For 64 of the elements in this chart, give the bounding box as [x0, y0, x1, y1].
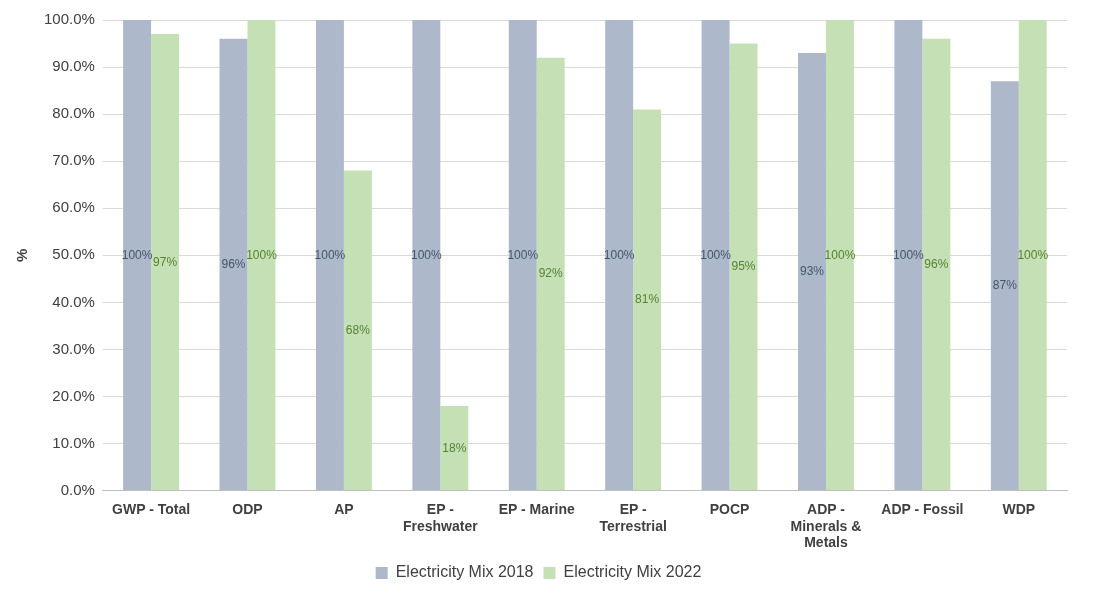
- bar: [701, 20, 730, 491]
- y-tick-label: 90.0%: [52, 57, 95, 75]
- y-tick-label: 20.0%: [52, 386, 95, 404]
- data-label: 87%: [992, 278, 1018, 293]
- data-label: 100%: [507, 247, 539, 262]
- data-label: 96%: [221, 257, 246, 272]
- y-tick-label: 40.0%: [52, 292, 95, 310]
- x-tick-label: EP - Freshwater: [402, 500, 479, 534]
- x-tick-label: WDP: [1002, 500, 1036, 517]
- data-label: 100%: [246, 247, 278, 262]
- bar: [123, 20, 152, 491]
- bar: [412, 20, 441, 491]
- data-label: 100%: [121, 247, 153, 262]
- x-tick-label: GWP - Total: [112, 500, 191, 517]
- data-label: 92%: [538, 266, 564, 281]
- data-label: 81%: [635, 292, 660, 307]
- y-tick-label: 80.0%: [52, 104, 95, 122]
- data-label: 93%: [799, 264, 825, 279]
- bar: [343, 170, 372, 491]
- data-label: 68%: [345, 322, 371, 337]
- bar: [990, 81, 1019, 491]
- data-label: 100%: [314, 247, 346, 262]
- bar: [633, 109, 662, 491]
- x-tick-label: AP: [334, 500, 354, 517]
- y-tick-label: 100.0%: [44, 10, 95, 28]
- x-tick-label: EP - Terrestrial: [599, 500, 667, 534]
- x-tick-label: ADP - Minerals & Metals: [790, 500, 862, 551]
- y-tick-label: 60.0%: [52, 198, 95, 216]
- data-label: 100%: [824, 247, 856, 262]
- bar: [729, 43, 758, 491]
- x-tick-label: POCP: [709, 500, 750, 517]
- bar: [508, 20, 537, 491]
- data-label: 95%: [731, 259, 756, 274]
- bar: [247, 20, 276, 491]
- y-tick-label: 70.0%: [52, 151, 95, 169]
- data-label: 96%: [924, 257, 949, 272]
- bar: [605, 20, 634, 491]
- data-label: 18%: [442, 440, 467, 455]
- bar: [536, 57, 565, 491]
- legend-label: Electricity Mix 2018: [395, 563, 534, 581]
- x-tick-label: ODP: [232, 500, 263, 517]
- data-label: 100%: [603, 247, 635, 262]
- bar: [825, 20, 854, 491]
- bar: [798, 52, 826, 491]
- data-label: 100%: [410, 247, 443, 262]
- y-tick-label: 30.0%: [52, 339, 95, 357]
- bar: [219, 38, 248, 491]
- bar: [1018, 20, 1047, 491]
- x-tick-label: ADP - Fossil: [881, 500, 964, 517]
- y-tick-label: 10.0%: [52, 433, 95, 451]
- bar: [315, 20, 344, 491]
- y-tick-label: 0.0%: [60, 480, 95, 498]
- data-label: 100%: [893, 247, 925, 262]
- bar: [440, 405, 469, 491]
- y-tick-label: 50.0%: [52, 245, 95, 263]
- y-axis-title: %: [13, 248, 31, 262]
- bar: [922, 38, 951, 491]
- data-label: 100%: [700, 247, 732, 262]
- bar: [151, 34, 180, 491]
- x-tick-label: EP - Marine: [498, 500, 575, 517]
- legend-label: Electricity Mix 2022: [563, 563, 702, 581]
- bar: [894, 20, 923, 491]
- data-label: 97%: [153, 254, 178, 269]
- data-label: 100%: [1017, 247, 1049, 262]
